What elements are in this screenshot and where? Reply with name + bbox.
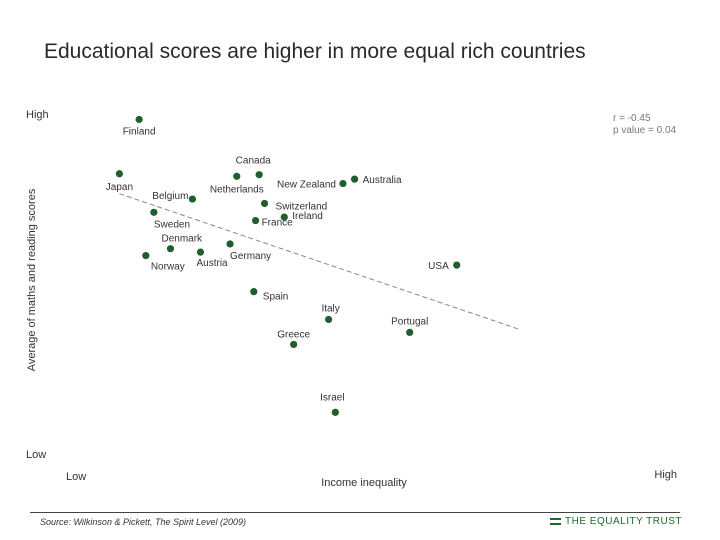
- y-axis-title: Average of maths and reading scores: [26, 188, 38, 371]
- data-label-usa: USA: [428, 261, 449, 272]
- data-label-france: France: [262, 218, 294, 229]
- p-value-text: p value = 0.04: [613, 125, 677, 136]
- data-label-germany: Germany: [230, 251, 271, 262]
- data-label-denmark: Denmark: [161, 234, 203, 245]
- data-point-finland: [135, 115, 143, 124]
- data-point-germany: [226, 240, 234, 248]
- data-label-ireland: Ireland: [292, 211, 323, 222]
- x-axis-low-label: Low: [66, 471, 86, 483]
- data-label-finland: Finland: [123, 126, 156, 137]
- data-label-norway: Norway: [151, 262, 185, 273]
- data-point-belgium: [188, 195, 197, 203]
- data-point-greece: [290, 340, 298, 349]
- data-point-netherlands: [233, 172, 241, 180]
- data-point-switzerland: [260, 199, 269, 208]
- x-axis-title: Income inequality: [321, 477, 407, 489]
- brand-name: THE EQUALITY TRUST: [565, 516, 682, 527]
- data-point-japan: [115, 170, 123, 178]
- data-point-portugal: [406, 328, 414, 337]
- source-citation: Source: Wilkinson & Pickett, The Spirit …: [40, 517, 247, 527]
- x-axis-high-label: High: [654, 469, 677, 481]
- data-point-france: [251, 216, 260, 225]
- correlation-r-text: r = -0.45: [613, 113, 651, 124]
- data-label-new-zealand: New Zealand: [277, 180, 336, 191]
- trend-line: [119, 193, 519, 330]
- data-point-austria: [196, 248, 205, 256]
- data-point-usa: [453, 261, 461, 269]
- data-label-belgium: Belgium: [152, 191, 188, 202]
- equality-trust-logo-icon: [550, 517, 562, 526]
- data-point-australia: [351, 175, 359, 183]
- data-label-japan: Japan: [106, 182, 133, 193]
- data-point-israel: [331, 408, 339, 416]
- data-point-norway: [142, 252, 150, 260]
- points-layer: [115, 115, 461, 416]
- data-label-netherlands: Netherlands: [210, 184, 264, 195]
- data-point-italy: [325, 315, 333, 324]
- data-label-italy: Italy: [321, 303, 339, 314]
- data-point-ireland: [280, 213, 288, 221]
- data-label-canada: Canada: [236, 156, 271, 167]
- data-point-denmark: [166, 245, 175, 253]
- data-label-sweden: Sweden: [154, 219, 190, 230]
- data-label-portugal: Portugal: [391, 316, 428, 327]
- data-label-switzerland: Switzerland: [276, 201, 328, 212]
- data-point-new-zealand: [339, 179, 347, 188]
- footer-divider: [30, 512, 680, 513]
- data-label-spain: Spain: [263, 292, 289, 303]
- data-point-spain: [250, 288, 258, 296]
- data-point-canada: [255, 171, 263, 179]
- data-label-austria: Austria: [196, 258, 228, 269]
- y-axis-low-label: Low: [26, 449, 46, 461]
- data-label-israel: Israel: [320, 392, 344, 403]
- labels-layer: Finland Japan Canada Netherlands Australia Ne…: [106, 126, 449, 403]
- chart-title: Educational scores are higher in more eq…: [44, 40, 586, 63]
- data-point-sweden: [150, 208, 158, 216]
- equality-trust-brand: THE EQUALITY TRUST: [550, 516, 682, 527]
- y-axis-high-label: High: [26, 109, 49, 121]
- data-label-australia: Australia: [363, 175, 402, 186]
- data-label-greece: Greece: [277, 329, 310, 340]
